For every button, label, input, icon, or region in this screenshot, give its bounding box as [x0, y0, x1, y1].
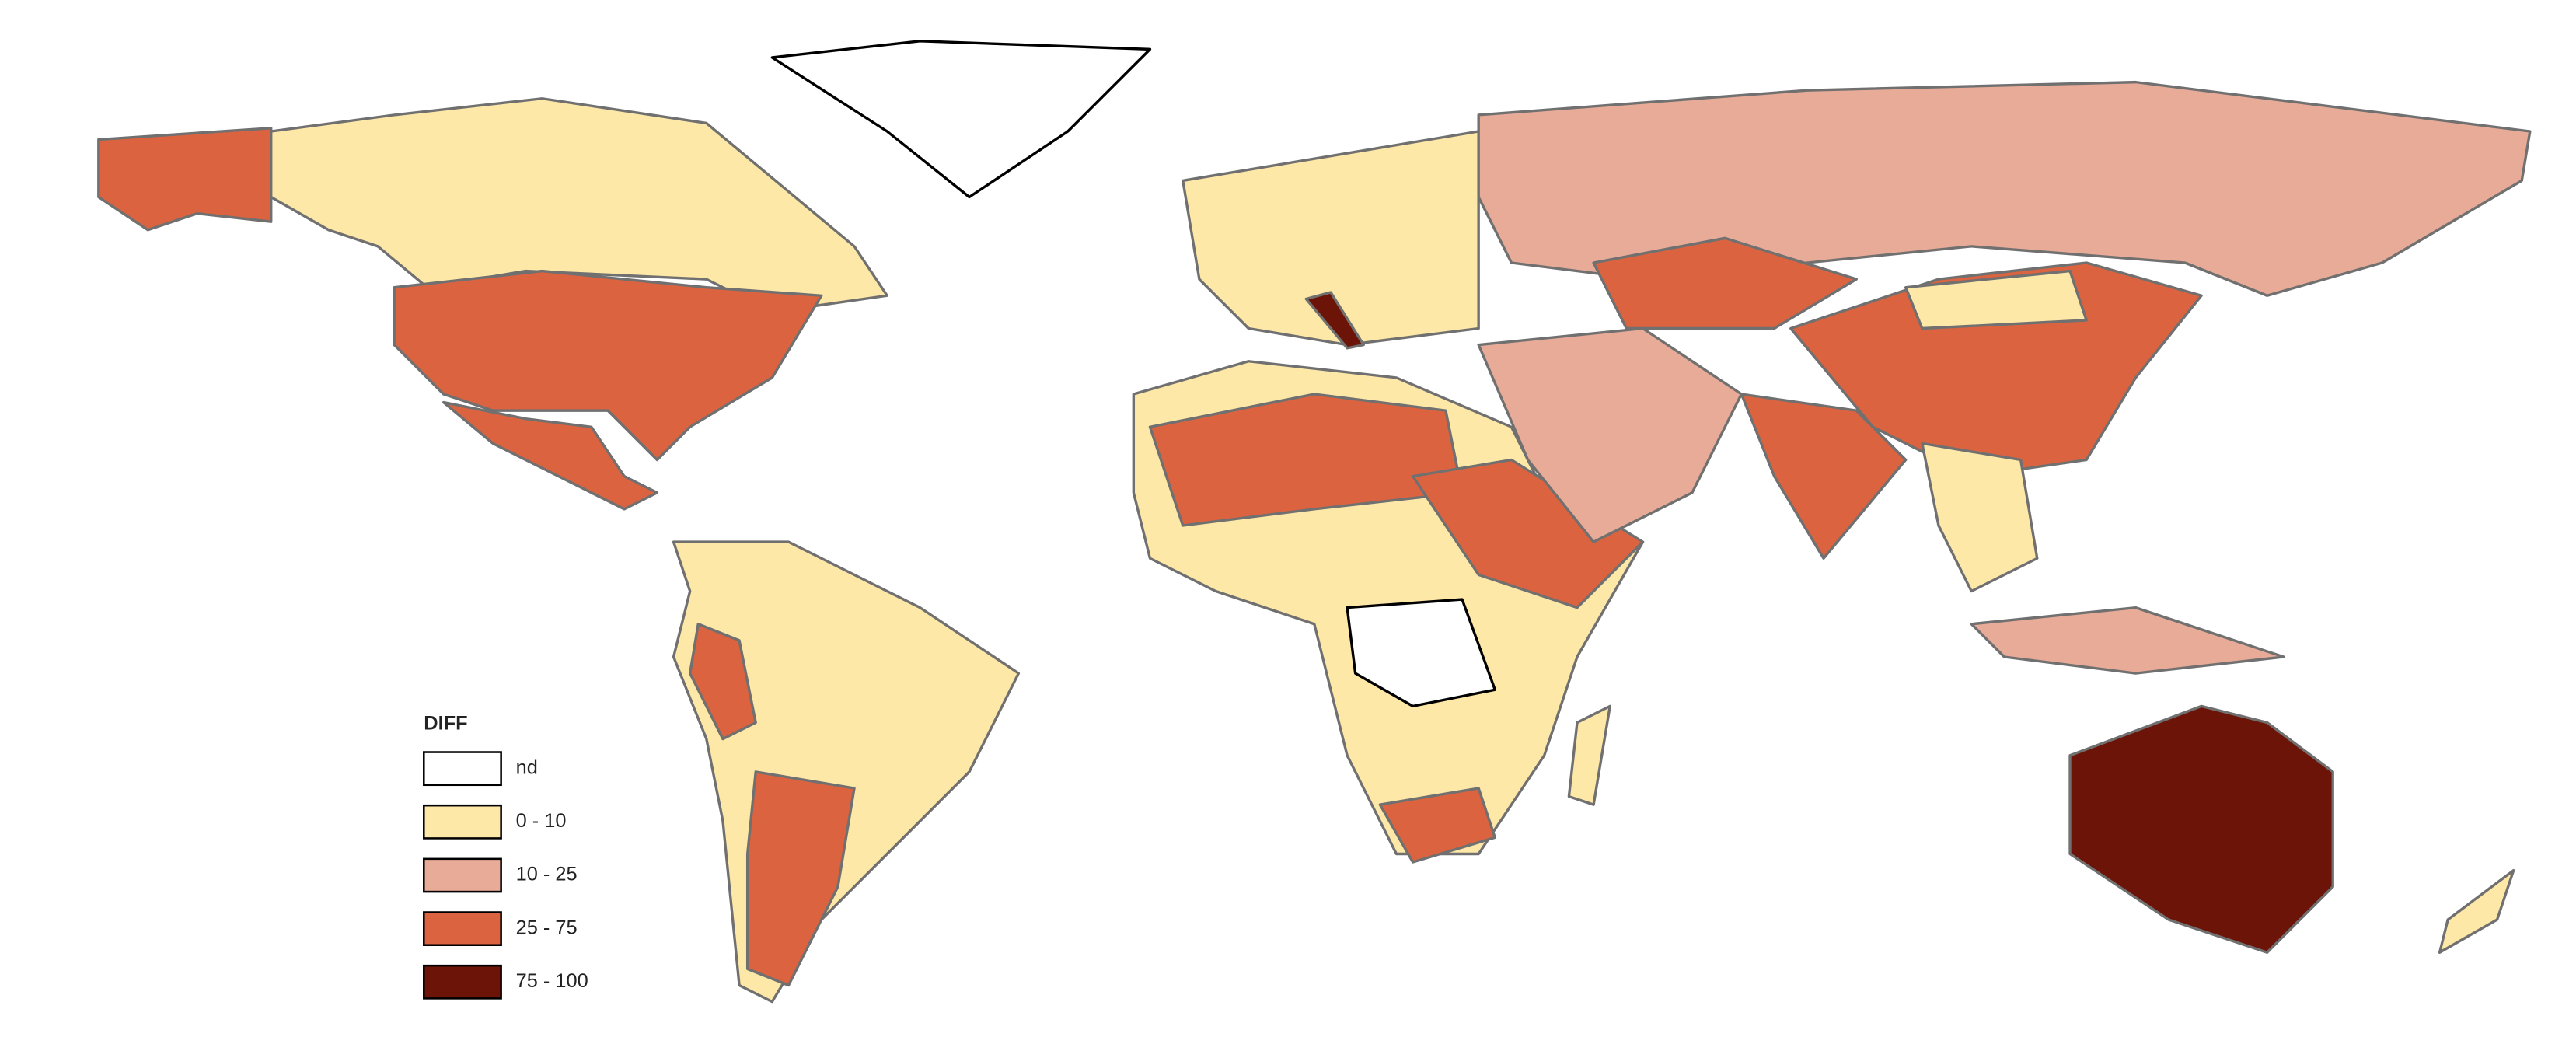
east-africa — [1411, 458, 1645, 609]
legend-label: nd — [516, 756, 538, 778]
balkans — [1304, 291, 1365, 350]
legend-swatch — [423, 804, 502, 840]
legend-swatch — [423, 911, 502, 947]
kazakhstan — [1592, 236, 1858, 330]
legend-label: 25 - 75 — [516, 917, 578, 938]
legend-swatch — [423, 857, 502, 893]
greenland — [770, 40, 1152, 199]
new-zealand — [2438, 868, 2515, 954]
central-africa — [1346, 598, 1496, 708]
legend-label: 0 - 10 — [516, 810, 567, 832]
mexico — [442, 400, 659, 511]
china — [1789, 261, 2203, 478]
peru — [688, 623, 757, 741]
legend-title: DIFF — [424, 712, 467, 734]
south-africa — [1378, 787, 1496, 864]
southeast-asia — [1921, 442, 2039, 593]
legend-label: 75 - 100 — [516, 970, 588, 992]
map-regions — [97, 40, 2532, 1004]
legend: DIFF nd 0 - 10 10 - 25 25 - 75 75 - 100 — [423, 712, 588, 1000]
alaska — [97, 127, 273, 232]
usa — [393, 269, 823, 462]
mongolia — [1904, 269, 2088, 330]
madagascar — [1567, 704, 1611, 806]
argentina — [745, 770, 856, 987]
legend-swatch — [423, 751, 502, 787]
india — [1740, 393, 1908, 560]
legend-label: 10 - 25 — [516, 864, 578, 885]
legend-swatch — [423, 964, 502, 1000]
australia — [2068, 704, 2334, 954]
indonesia — [1970, 606, 2285, 675]
